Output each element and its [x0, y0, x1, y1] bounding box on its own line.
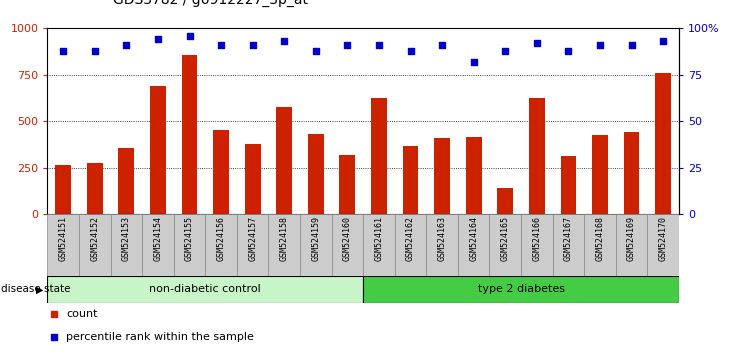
Text: GSM524159: GSM524159: [311, 216, 320, 261]
Bar: [363, 214, 395, 276]
Point: [152, 37, 164, 42]
Bar: [213, 130, 229, 214]
Text: GSM524167: GSM524167: [564, 216, 573, 261]
Point: [215, 42, 227, 48]
Text: type 2 diabetes: type 2 diabetes: [477, 284, 564, 295]
Text: ▶: ▶: [36, 284, 44, 295]
Point: [531, 40, 542, 46]
Bar: [561, 156, 576, 214]
Bar: [529, 98, 545, 214]
Text: GSM524153: GSM524153: [122, 216, 131, 261]
Point: [404, 48, 416, 53]
Point: [437, 42, 448, 48]
Text: GSM524154: GSM524154: [153, 216, 163, 261]
Point: [468, 59, 480, 65]
Bar: [466, 137, 482, 214]
Point: [373, 42, 385, 48]
Bar: [623, 132, 639, 214]
Bar: [55, 165, 71, 214]
Point: [184, 33, 196, 39]
Bar: [142, 214, 174, 276]
Text: GSM524165: GSM524165: [501, 216, 510, 261]
Text: count: count: [66, 309, 98, 319]
Bar: [182, 55, 197, 214]
Point: [626, 42, 637, 48]
Bar: [205, 214, 237, 276]
Bar: [47, 276, 363, 303]
Bar: [521, 214, 553, 276]
Bar: [300, 214, 331, 276]
Bar: [553, 214, 584, 276]
Bar: [363, 276, 679, 303]
Bar: [308, 134, 323, 214]
Text: GDS3782 / g6912227_3p_at: GDS3782 / g6912227_3p_at: [113, 0, 308, 7]
Point: [247, 42, 258, 48]
Bar: [47, 214, 79, 276]
Bar: [497, 188, 513, 214]
Bar: [245, 144, 261, 214]
Bar: [277, 107, 292, 214]
Bar: [111, 214, 142, 276]
Bar: [371, 98, 387, 214]
Point: [657, 39, 669, 44]
Point: [278, 39, 290, 44]
Bar: [331, 214, 363, 276]
Text: GSM524169: GSM524169: [627, 216, 636, 261]
Bar: [79, 214, 111, 276]
Text: GSM524160: GSM524160: [343, 216, 352, 261]
Bar: [87, 163, 103, 214]
Text: GSM524156: GSM524156: [217, 216, 226, 261]
Point: [89, 48, 101, 53]
Bar: [150, 86, 166, 214]
Bar: [403, 146, 418, 214]
Bar: [395, 214, 426, 276]
Text: GSM524163: GSM524163: [437, 216, 447, 261]
Bar: [339, 155, 356, 214]
Bar: [269, 214, 300, 276]
Point: [563, 48, 575, 53]
Bar: [434, 138, 450, 214]
Bar: [426, 214, 458, 276]
Point: [58, 48, 69, 53]
Bar: [648, 214, 679, 276]
Text: GSM524155: GSM524155: [185, 216, 194, 261]
Bar: [584, 214, 616, 276]
Text: disease state: disease state: [1, 284, 70, 295]
Text: GSM524161: GSM524161: [374, 216, 383, 261]
Point: [499, 48, 511, 53]
Point: [594, 42, 606, 48]
Text: GSM524157: GSM524157: [248, 216, 257, 261]
Text: GSM524166: GSM524166: [532, 216, 542, 261]
Text: GSM524151: GSM524151: [58, 216, 68, 261]
Bar: [118, 148, 134, 214]
Point: [342, 42, 353, 48]
Text: percentile rank within the sample: percentile rank within the sample: [66, 332, 254, 342]
Point: [310, 48, 322, 53]
Text: GSM524152: GSM524152: [91, 216, 99, 261]
Bar: [616, 214, 648, 276]
Bar: [489, 214, 521, 276]
Text: GSM524170: GSM524170: [658, 216, 668, 261]
Text: GSM524164: GSM524164: [469, 216, 478, 261]
Bar: [174, 214, 205, 276]
Text: GSM524158: GSM524158: [280, 216, 289, 261]
Bar: [592, 135, 608, 214]
Text: GSM524168: GSM524168: [596, 216, 604, 261]
Text: non-diabetic control: non-diabetic control: [150, 284, 261, 295]
Text: GSM524162: GSM524162: [406, 216, 415, 261]
Bar: [656, 73, 671, 214]
Bar: [458, 214, 489, 276]
Point: [120, 42, 132, 48]
Bar: [237, 214, 269, 276]
